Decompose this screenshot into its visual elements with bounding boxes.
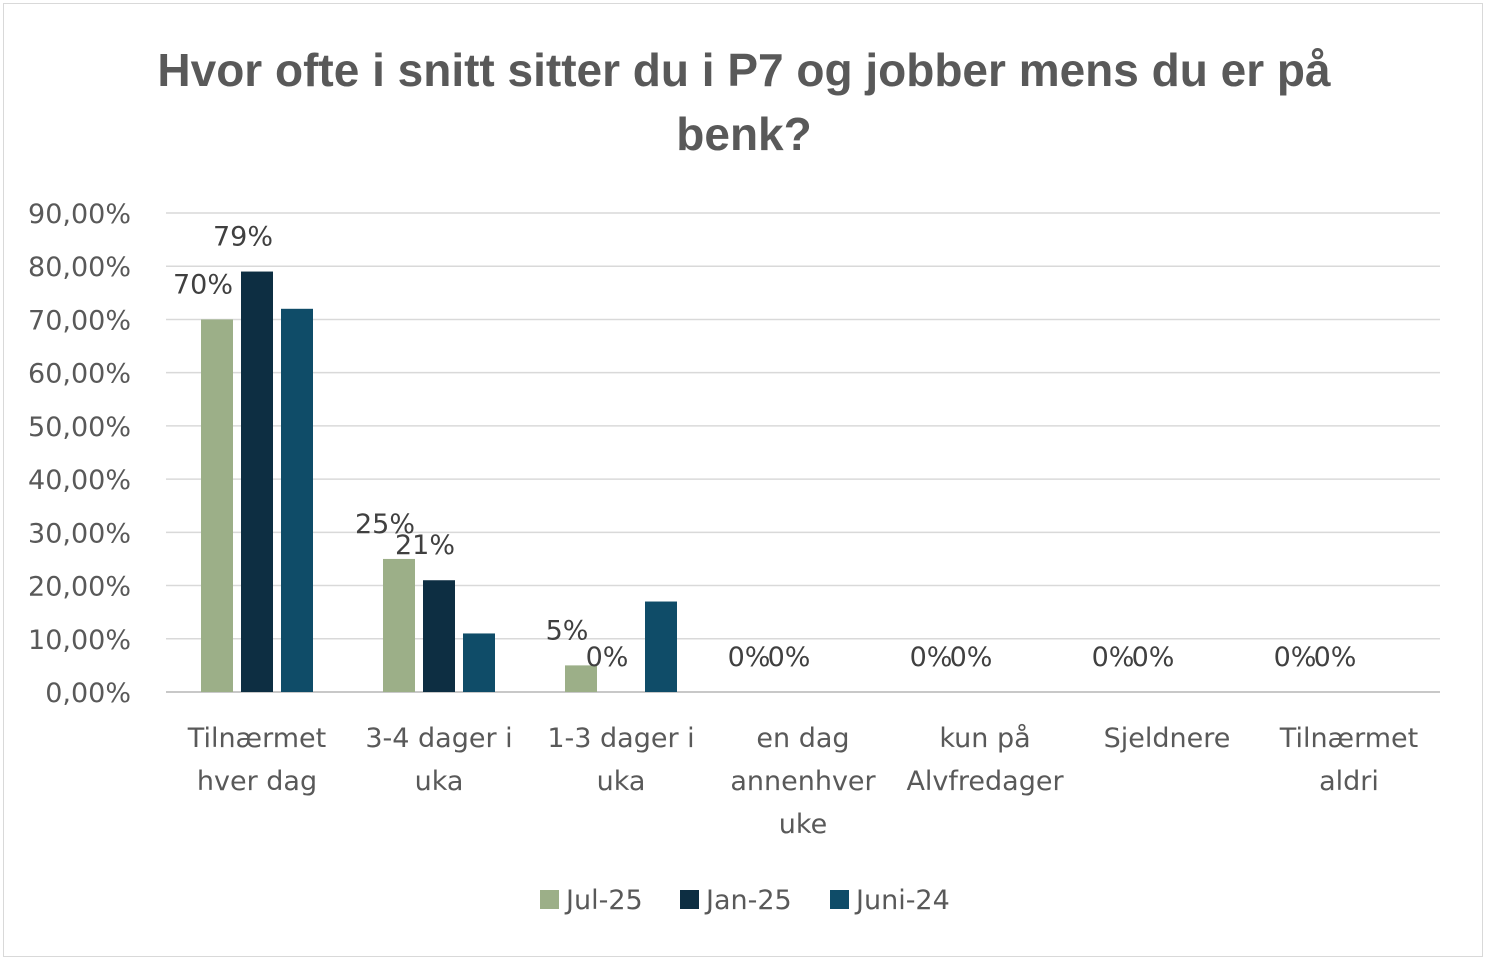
- data-labels: 70%79%25%21%5%0% 0%0% 0%0% 0%0% 0%0%: [173, 222, 1356, 673]
- x-tick-label: kun på Alvfredager: [906, 723, 1064, 797]
- x-tick-label-line: Alvfredager: [906, 766, 1064, 797]
- y-tick-label: 0,00%: [45, 678, 131, 709]
- y-tick-label: 90,00%: [28, 199, 131, 230]
- x-tick-label-line: kun på: [939, 723, 1030, 754]
- bar: [423, 580, 455, 692]
- x-tick-label-line: 3-4 dager i: [365, 723, 512, 754]
- data-label: 70%: [173, 269, 233, 300]
- bar: [241, 271, 273, 692]
- y-tick-label: 50,00%: [28, 412, 131, 443]
- x-tick-label-line: annenhver: [730, 766, 876, 797]
- bar: [565, 665, 597, 692]
- y-tick-label: 80,00%: [28, 252, 131, 283]
- x-tick-label-line: uka: [415, 766, 464, 797]
- x-tick-label-line: uka: [597, 766, 646, 797]
- y-axis-ticks: 0,00% 10,00% 20,00% 30,00% 40,00% 50,00% 60,00…: [28, 199, 131, 709]
- data-label: 0%: [768, 642, 811, 673]
- data-label: 0%: [950, 642, 993, 673]
- x-tick-label-line: uke: [779, 809, 827, 840]
- data-label: 0%: [728, 642, 771, 673]
- legend-swatch: [830, 890, 849, 909]
- x-tick-label: 1-3 dager i uka: [547, 723, 694, 797]
- data-label: 5%: [546, 615, 589, 646]
- legend-label: Jan-25: [704, 885, 792, 916]
- x-tick-label-line: en dag: [756, 723, 849, 754]
- data-label: 0%: [586, 642, 629, 673]
- bar: [281, 308, 313, 692]
- x-tick-label-line: Tilnærmet: [1279, 723, 1418, 754]
- x-tick-label-line: Sjeldnere: [1104, 723, 1231, 754]
- legend-swatch: [540, 890, 559, 909]
- legend-label: Juni-24: [854, 885, 950, 916]
- bar: [201, 319, 233, 692]
- gridlines: [166, 212, 1440, 693]
- x-tick-label: 3-4 dager i uka: [365, 723, 512, 797]
- x-tick-label: en dag annenhver uke: [730, 723, 876, 840]
- y-tick-label: 70,00%: [28, 305, 131, 336]
- data-label: 0%: [1132, 642, 1175, 673]
- data-label: 79%: [213, 222, 273, 253]
- legend-label: Jul-25: [564, 885, 643, 916]
- x-tick-label-line: 1-3 dager i: [547, 723, 694, 754]
- data-label: 0%: [1314, 642, 1357, 673]
- chart-title: Hvor ofte i snitt sitter du i P7 og jobb…: [157, 44, 1331, 160]
- bar: [383, 558, 415, 692]
- legend: Jul-25 Jan-25 Juni-24: [540, 885, 950, 916]
- y-tick-label: 40,00%: [28, 465, 131, 496]
- data-label: 0%: [910, 642, 953, 673]
- y-tick-label: 20,00%: [28, 572, 131, 603]
- data-label: 0%: [1092, 642, 1135, 673]
- bars: [201, 271, 677, 692]
- x-tick-label: Tilnærmet aldri: [1279, 723, 1418, 797]
- x-tick-label: Sjeldnere: [1104, 723, 1231, 754]
- y-tick-label: 10,00%: [28, 625, 131, 656]
- data-label: 21%: [395, 530, 455, 561]
- bar: [463, 633, 495, 692]
- data-label: 0%: [1274, 642, 1317, 673]
- x-tick-label: Tilnærmet hver dag: [187, 723, 326, 797]
- x-tick-label-line: aldri: [1319, 766, 1379, 797]
- x-tick-label-line: hver dag: [197, 766, 317, 797]
- legend-swatch: [680, 890, 699, 909]
- y-tick-label: 60,00%: [28, 359, 131, 390]
- data-label: 25%: [355, 509, 415, 540]
- x-tick-label-line: Tilnærmet: [187, 723, 326, 754]
- bar: [645, 601, 677, 692]
- y-tick-label: 30,00%: [28, 518, 131, 549]
